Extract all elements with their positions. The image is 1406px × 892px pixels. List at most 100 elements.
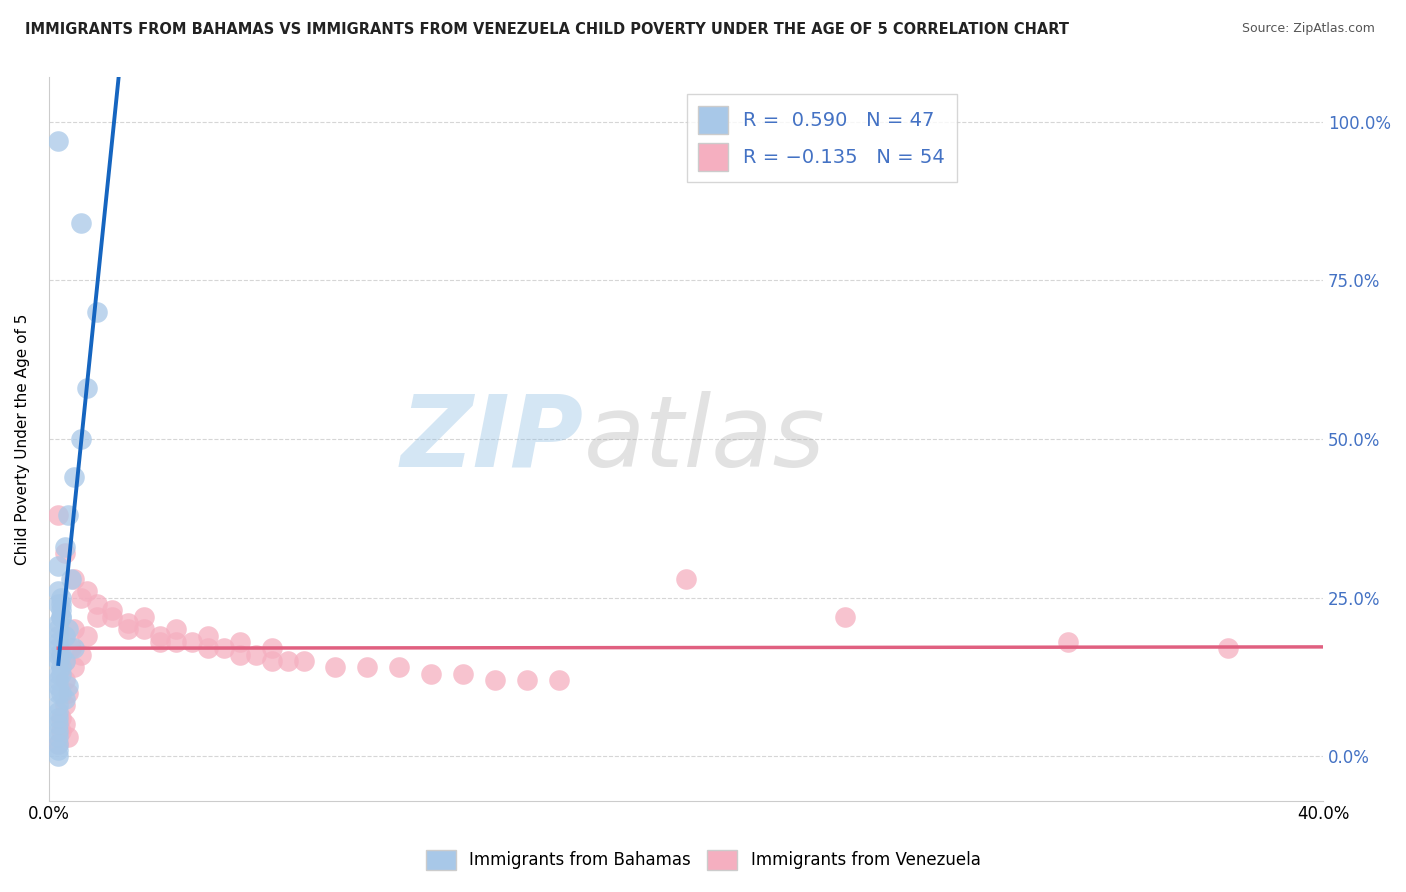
Text: Source: ZipAtlas.com: Source: ZipAtlas.com	[1241, 22, 1375, 36]
Point	[63, 623, 86, 637]
Point	[46, 623, 69, 637]
Point	[46, 711, 69, 725]
Point	[46, 654, 69, 668]
Legend: R =  0.590   N = 47, R = −0.135   N = 54: R = 0.590 N = 47, R = −0.135 N = 54	[686, 95, 956, 183]
Point	[46, 666, 69, 681]
Point	[101, 609, 124, 624]
Point	[76, 629, 98, 643]
Point	[292, 654, 315, 668]
Point	[212, 641, 235, 656]
Point	[451, 666, 474, 681]
Point	[46, 717, 69, 731]
Point	[834, 609, 856, 624]
Point	[51, 609, 73, 624]
Point	[53, 717, 76, 731]
Point	[46, 737, 69, 751]
Point	[1057, 635, 1080, 649]
Point	[46, 686, 69, 700]
Point	[51, 603, 73, 617]
Point	[53, 540, 76, 554]
Point	[53, 546, 76, 560]
Point	[260, 641, 283, 656]
Point	[51, 591, 73, 605]
Point	[547, 673, 569, 687]
Point	[388, 660, 411, 674]
Point	[46, 641, 69, 656]
Point	[149, 629, 172, 643]
Point	[46, 749, 69, 764]
Point	[51, 609, 73, 624]
Point	[181, 635, 204, 649]
Point	[229, 648, 252, 662]
Point	[51, 648, 73, 662]
Point	[117, 623, 139, 637]
Point	[63, 572, 86, 586]
Point	[46, 680, 69, 694]
Point	[277, 654, 299, 668]
Point	[46, 508, 69, 523]
Point	[165, 623, 187, 637]
Point	[53, 654, 76, 668]
Point	[51, 686, 73, 700]
Point	[53, 692, 76, 706]
Point	[60, 572, 83, 586]
Point	[63, 470, 86, 484]
Point	[46, 705, 69, 719]
Point	[69, 216, 91, 230]
Point	[51, 597, 73, 611]
Point	[69, 648, 91, 662]
Point	[53, 654, 76, 668]
Point	[197, 641, 219, 656]
Point	[46, 558, 69, 573]
Point	[229, 635, 252, 649]
Text: atlas: atlas	[583, 391, 825, 488]
Point	[69, 432, 91, 446]
Point	[260, 654, 283, 668]
Point	[63, 660, 86, 674]
Point	[51, 660, 73, 674]
Point	[356, 660, 378, 674]
Point	[86, 609, 108, 624]
Point	[56, 508, 79, 523]
Point	[69, 591, 91, 605]
Point	[117, 615, 139, 630]
Point	[101, 603, 124, 617]
Point	[1216, 641, 1239, 656]
Y-axis label: Child Poverty Under the Age of 5: Child Poverty Under the Age of 5	[15, 313, 30, 565]
Point	[46, 629, 69, 643]
Point	[76, 381, 98, 395]
Point	[86, 597, 108, 611]
Point	[51, 723, 73, 738]
Point	[245, 648, 267, 662]
Point	[46, 698, 69, 713]
Point	[63, 641, 86, 656]
Point	[675, 572, 697, 586]
Point	[46, 635, 69, 649]
Point	[46, 615, 69, 630]
Point	[51, 666, 73, 681]
Point	[46, 648, 69, 662]
Point	[51, 711, 73, 725]
Point	[56, 680, 79, 694]
Point	[46, 134, 69, 148]
Point	[53, 698, 76, 713]
Point	[325, 660, 347, 674]
Point	[134, 609, 156, 624]
Point	[56, 623, 79, 637]
Text: IMMIGRANTS FROM BAHAMAS VS IMMIGRANTS FROM VENEZUELA CHILD POVERTY UNDER THE AGE: IMMIGRANTS FROM BAHAMAS VS IMMIGRANTS FR…	[25, 22, 1070, 37]
Text: ZIP: ZIP	[401, 391, 583, 488]
Point	[53, 673, 76, 687]
Point	[165, 635, 187, 649]
Point	[46, 737, 69, 751]
Legend: Immigrants from Bahamas, Immigrants from Venezuela: Immigrants from Bahamas, Immigrants from…	[419, 843, 987, 877]
Point	[86, 305, 108, 319]
Point	[53, 629, 76, 643]
Point	[46, 584, 69, 599]
Point	[76, 584, 98, 599]
Point	[46, 730, 69, 744]
Point	[46, 673, 69, 687]
Point	[197, 629, 219, 643]
Point	[56, 686, 79, 700]
Point	[484, 673, 506, 687]
Point	[46, 597, 69, 611]
